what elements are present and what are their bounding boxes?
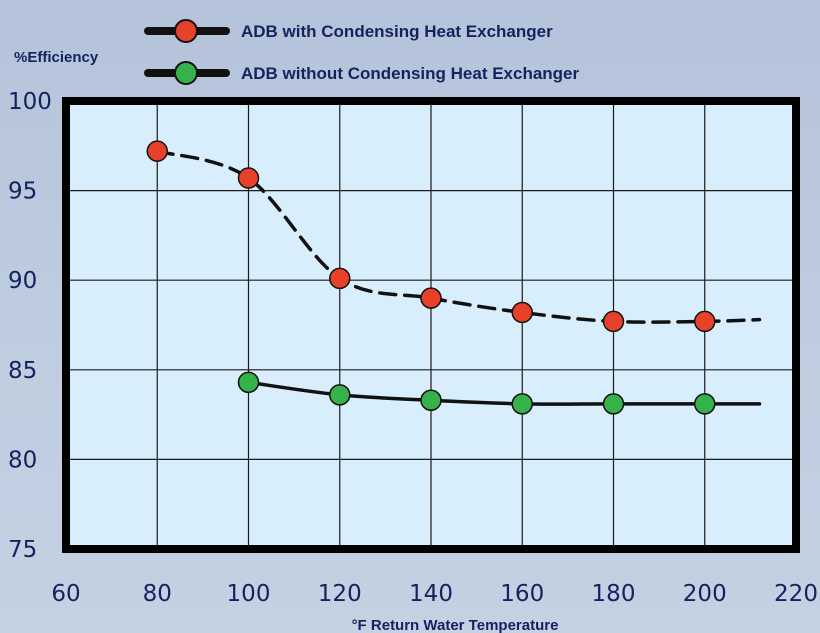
- x-tick-label: 160: [500, 581, 544, 607]
- legend-item-non-condensing: ADB without Condensing Heat Exchanger: [144, 61, 580, 85]
- plot-frame: [62, 97, 800, 553]
- legend-label-condensing: ADB with Condensing Heat Exchanger: [241, 22, 553, 41]
- data-point-1-0: [237, 371, 260, 394]
- series-markers: [146, 140, 716, 415]
- data-point-1-2: [420, 389, 442, 412]
- x-tick-label: 140: [409, 581, 453, 607]
- x-tick-label: 120: [318, 581, 362, 607]
- data-point-1-4: [602, 393, 625, 415]
- data-point-0-6: [694, 310, 716, 333]
- legend: ADB with Condensing Heat Exchanger ADB w…: [144, 19, 580, 85]
- x-tick-label: 60: [51, 581, 80, 607]
- data-point-1-5: [694, 393, 716, 415]
- data-point-0-0: [146, 140, 168, 162]
- x-tick-label: 200: [683, 581, 727, 607]
- x-axis-title: °F Return Water Temperature: [352, 617, 559, 633]
- y-tick-label: 85: [8, 358, 37, 384]
- legend-marker-non-condensing: [174, 61, 198, 85]
- data-point-0-5: [602, 310, 625, 333]
- y-tick-label: 75: [8, 537, 37, 563]
- x-tick-label: 80: [143, 581, 172, 607]
- y-tick-label: 95: [8, 179, 37, 205]
- legend-item-condensing: ADB with Condensing Heat Exchanger: [144, 19, 553, 43]
- data-point-0-4: [511, 301, 533, 324]
- y-axis-title: %Efficiency: [14, 49, 99, 66]
- x-tick-label: 180: [592, 581, 636, 607]
- y-tick-label: 90: [8, 268, 37, 294]
- gridlines: [66, 101, 796, 549]
- x-axis-ticks: 60 80 100 120 140 160 180 200 220: [51, 581, 818, 607]
- y-tick-label: 100: [8, 89, 52, 115]
- legend-marker-condensing: [174, 19, 198, 43]
- data-point-0-1: [237, 167, 260, 189]
- data-point-0-2: [329, 267, 351, 290]
- x-tick-label: 100: [227, 581, 271, 607]
- data-point-0-3: [420, 287, 442, 309]
- data-point-1-1: [329, 384, 351, 406]
- data-point-1-3: [511, 393, 533, 415]
- x-tick-label: 220: [774, 581, 818, 607]
- y-axis-ticks: 100 95 90 85 80 75: [8, 89, 52, 563]
- legend-label-non-condensing: ADB without Condensing Heat Exchanger: [241, 64, 580, 83]
- y-tick-label: 80: [8, 447, 37, 473]
